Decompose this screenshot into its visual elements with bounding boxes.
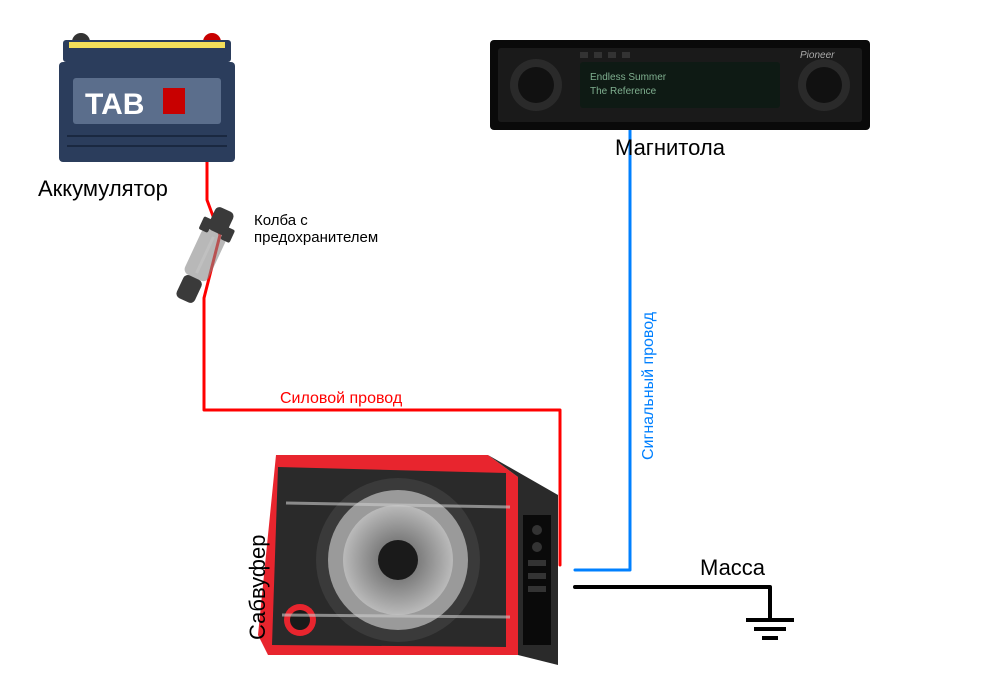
stereo-label: Магнитола: [615, 135, 725, 161]
ground-wire: [575, 587, 770, 620]
ground-label: Масса: [700, 555, 765, 581]
battery-component: TAB: [55, 28, 245, 178]
fuse-holder-component: [170, 200, 240, 315]
svg-text:TAB: TAB: [85, 88, 144, 121]
svg-text:Endless Summer: Endless Summer: [590, 72, 667, 83]
power-wire-label: Силовой провод: [280, 390, 402, 408]
subwoofer-label: Сабвуфер: [245, 470, 271, 640]
battery-label: Аккумулятор: [38, 176, 168, 202]
svg-text:Pioneer: Pioneer: [800, 50, 835, 61]
signal-wire-label: Сигнальный провод: [640, 260, 658, 460]
ground-symbol-icon: [746, 620, 794, 638]
fuse-label: Колба с предохранителем: [254, 212, 378, 246]
svg-text:The Reference: The Reference: [590, 86, 657, 97]
subwoofer-component: [258, 455, 578, 680]
signal-wire: [575, 120, 630, 570]
car-stereo-component: Endless Summer The Reference Pioneer: [490, 40, 870, 135]
